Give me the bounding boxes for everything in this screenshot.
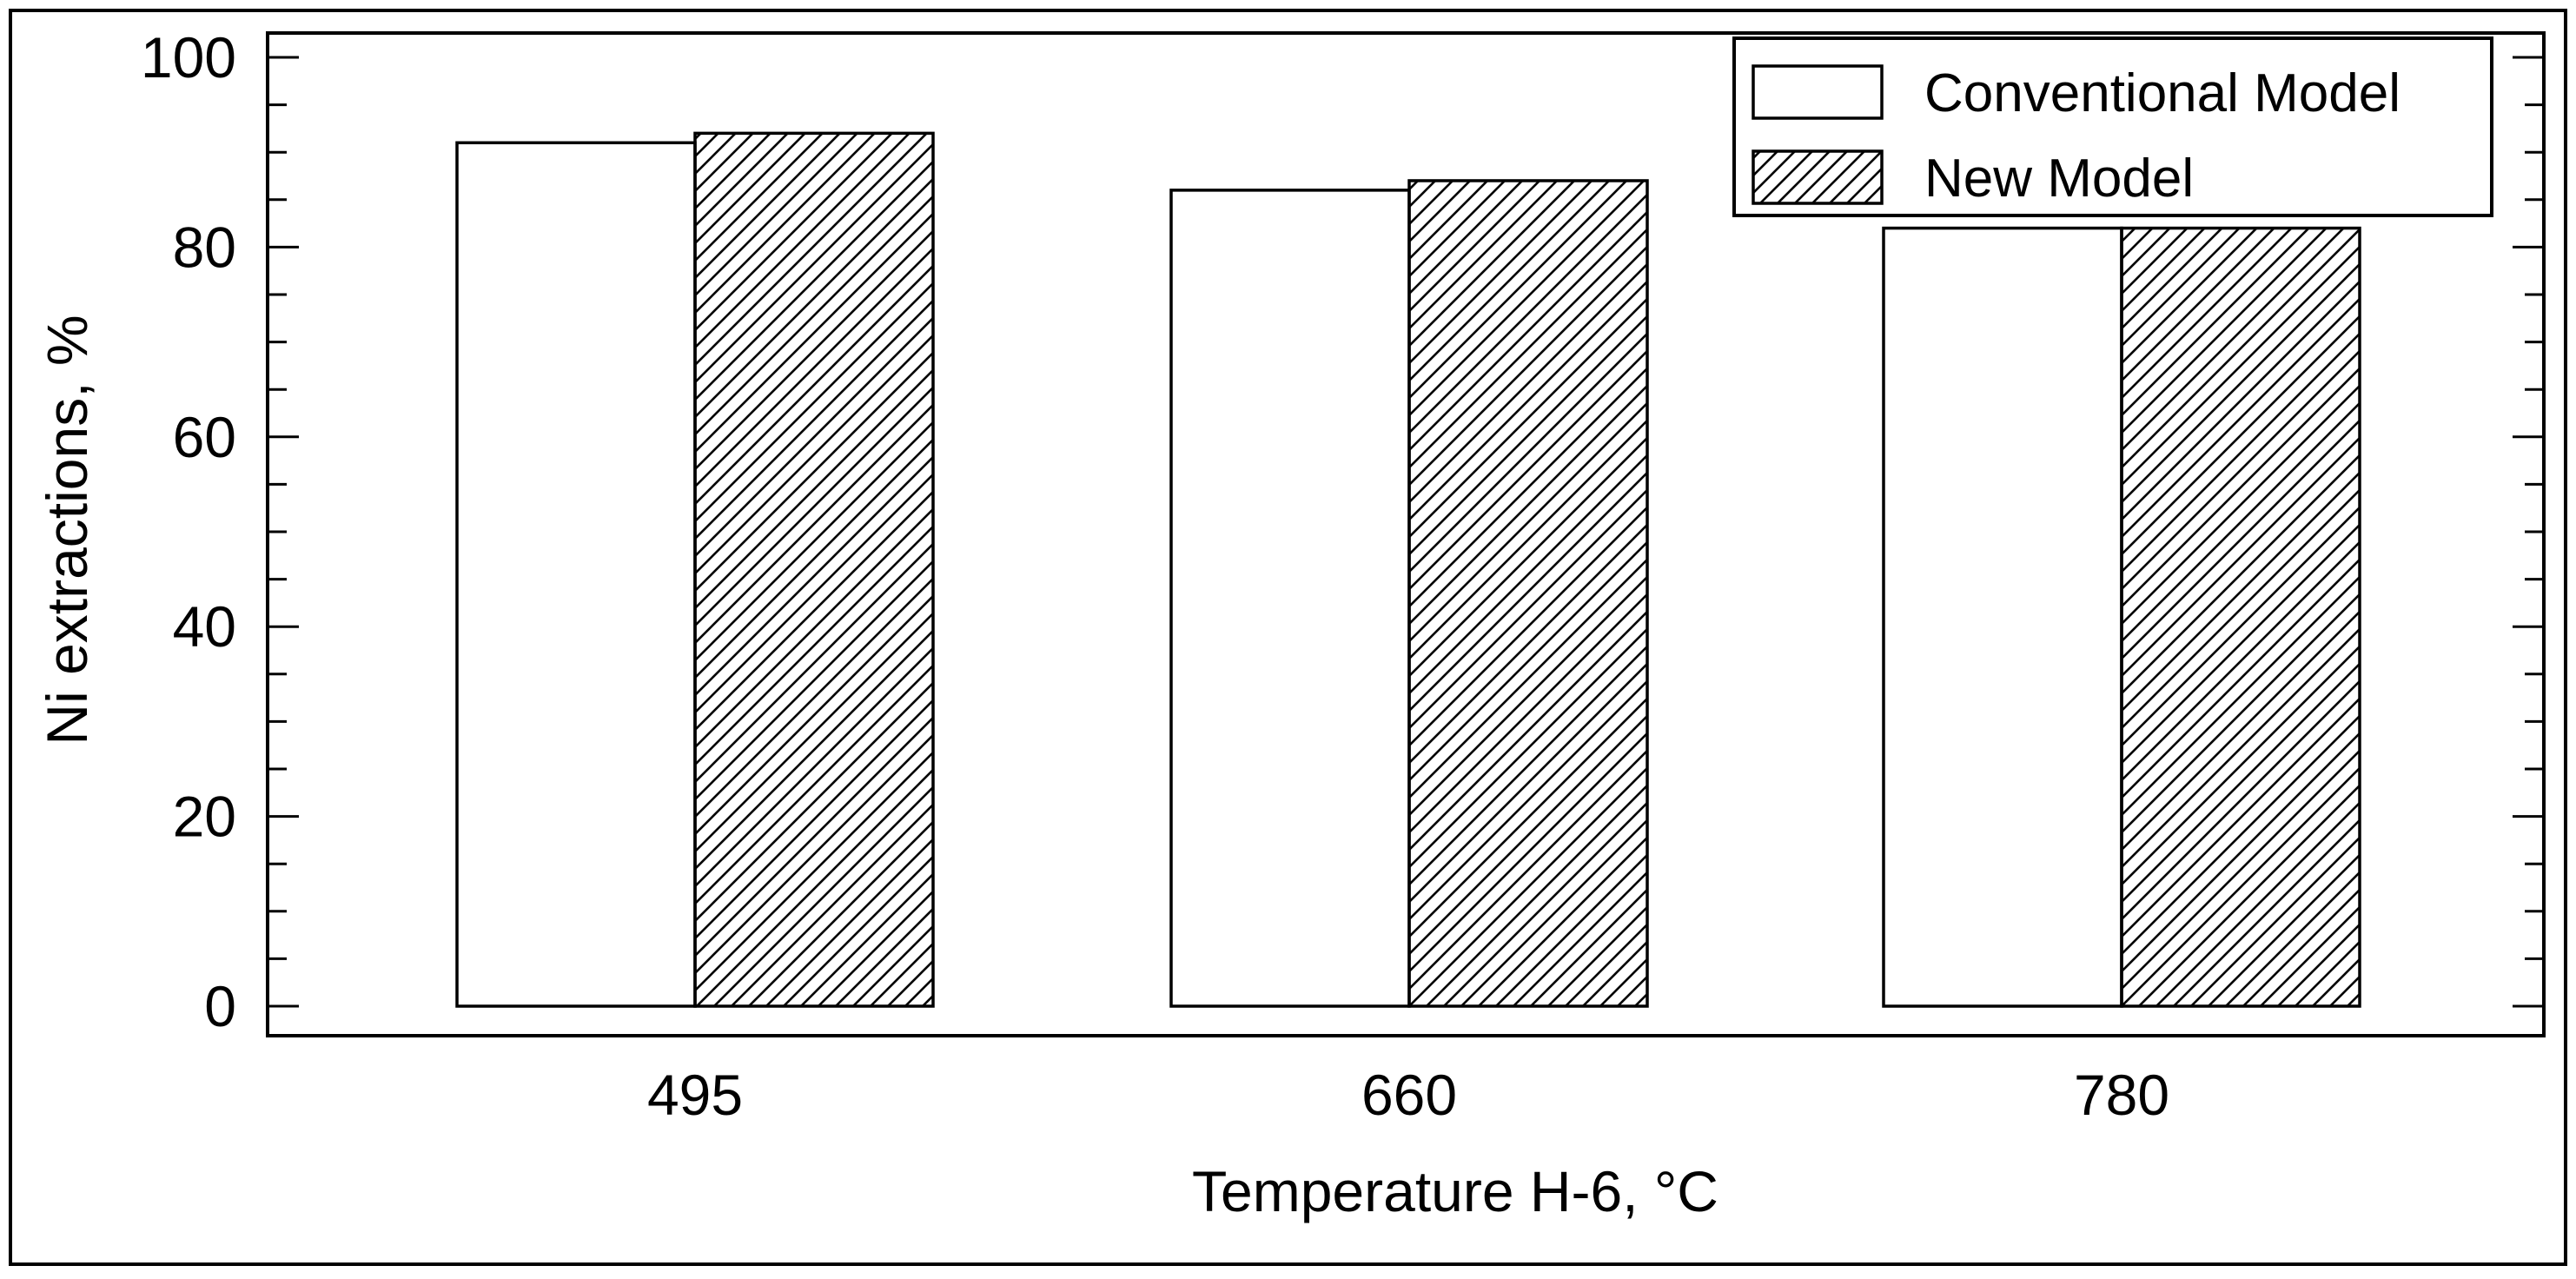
y-tick-label: 80: [173, 215, 236, 279]
legend: Conventional Model New Model: [1732, 36, 2493, 217]
bar: [1169, 189, 1411, 1008]
legend-swatch: [1752, 149, 1884, 205]
series-conventional-model: [455, 141, 2123, 1008]
y-tick-label: 0: [204, 974, 236, 1038]
y-tick-label: 100: [141, 25, 236, 89]
y-axis-ticks: [268, 56, 2544, 1008]
bar: [1407, 179, 1649, 1008]
y-axis-title: Ni extractions, %: [35, 315, 99, 745]
bar: [1882, 226, 2123, 1008]
x-axis-title: Temperature H-6, °C: [1192, 1159, 1718, 1223]
legend-label: Conventional Model: [1924, 63, 2401, 123]
series-new-model: [693, 131, 2361, 1008]
legend-label: New Model: [1924, 149, 2194, 209]
x-tick-label: 495: [647, 1063, 743, 1127]
bar: [693, 131, 935, 1008]
bar: [2120, 226, 2361, 1008]
y-tick-label: 20: [173, 785, 236, 849]
y-tick-label: 40: [173, 594, 236, 659]
legend-swatch: [1752, 64, 1884, 120]
x-tick-label: 780: [2074, 1063, 2169, 1127]
y-tick-label: 60: [173, 405, 236, 469]
plot-area-frame: [266, 31, 2546, 1037]
bar: [455, 141, 697, 1008]
x-tick-label: 660: [1361, 1063, 1457, 1127]
